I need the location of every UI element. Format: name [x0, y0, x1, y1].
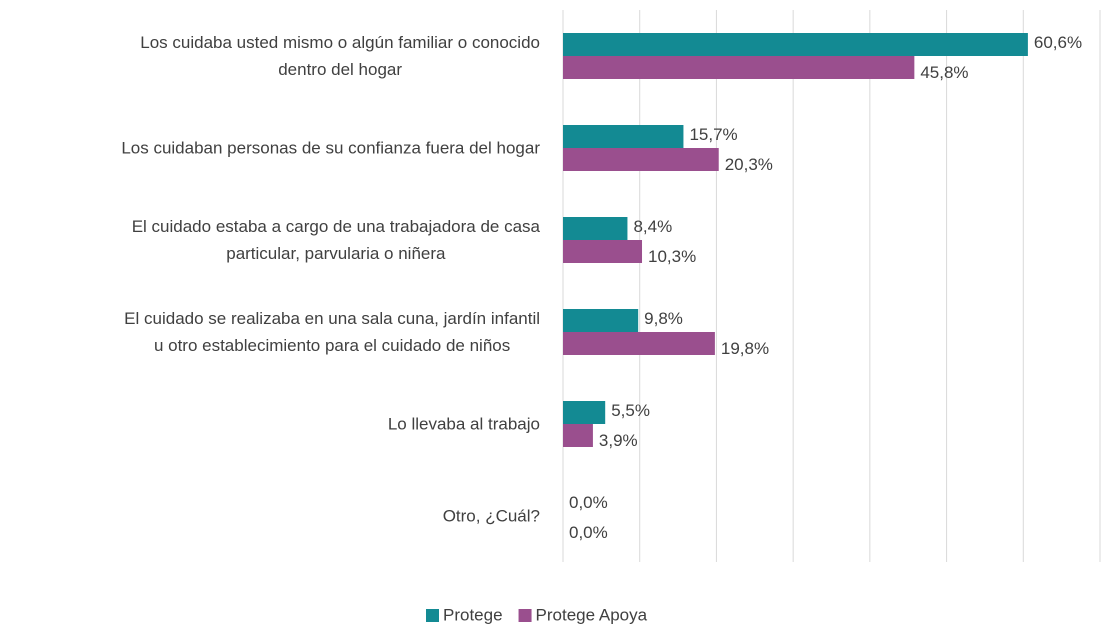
value-label: 5,5%: [611, 401, 650, 420]
bar: [563, 56, 915, 79]
value-label: 20,3%: [725, 155, 773, 174]
value-label: 19,8%: [721, 339, 769, 358]
category-label: El cuidado estaba a cargo de una trabaja…: [131, 217, 540, 263]
value-label: 8,4%: [633, 217, 672, 236]
bar: [563, 217, 628, 240]
value-label: 45,8%: [920, 63, 968, 82]
value-label: 0,0%: [569, 523, 608, 542]
legend-label: Protege Apoya: [536, 605, 648, 624]
bar: [563, 401, 606, 424]
legend-label: Protege: [443, 605, 503, 624]
category-label: Los cuidaban personas de su confianza fu…: [121, 138, 540, 158]
bar: [563, 33, 1028, 56]
legend-swatch: [426, 609, 439, 622]
value-label: 3,9%: [599, 431, 638, 450]
value-label: 9,8%: [644, 309, 683, 328]
bar: [563, 309, 639, 332]
category-label: Otro, ¿Cuál?: [442, 506, 540, 526]
bar: [563, 240, 643, 263]
category-label: Lo llevaba al trabajo: [387, 414, 540, 434]
category-label: Los cuidaba usted mismo o algún familiar…: [140, 33, 540, 79]
category-label: El cuidado se realizaba en una sala cuna…: [124, 309, 540, 355]
value-label: 15,7%: [689, 125, 737, 144]
bar: [563, 424, 593, 447]
legend-swatch: [518, 609, 532, 622]
bar: [563, 148, 719, 171]
bar: [563, 125, 684, 148]
bar: [563, 332, 715, 355]
value-label: 0,0%: [569, 493, 608, 512]
value-label: 60,6%: [1034, 33, 1082, 52]
value-label: 10,3%: [648, 247, 696, 266]
